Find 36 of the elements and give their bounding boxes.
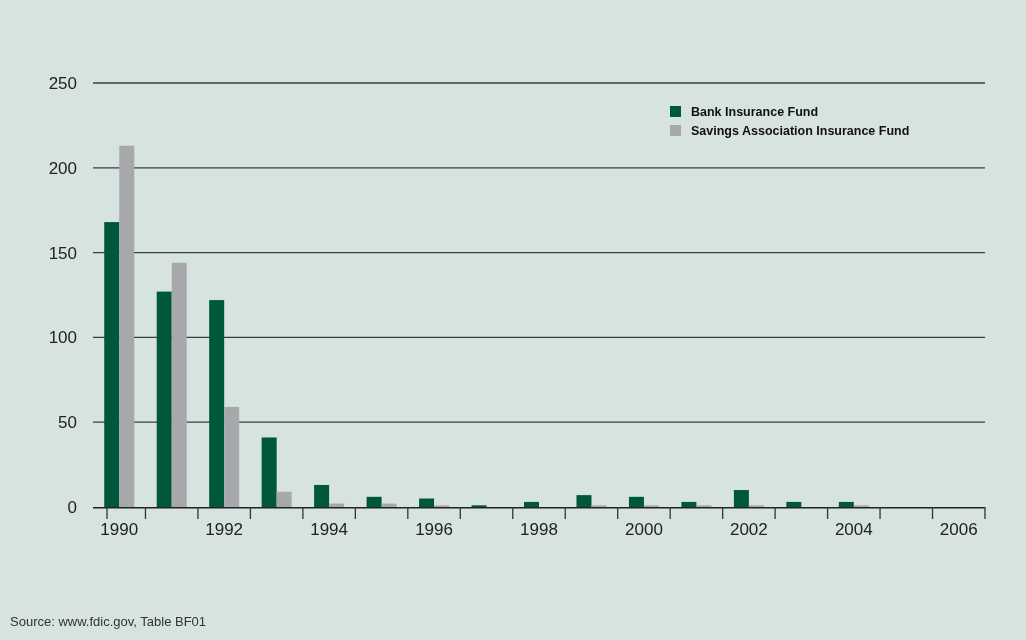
- bar: [261, 437, 277, 507]
- bar: [576, 495, 592, 507]
- bar: [366, 496, 382, 507]
- x-tick-label: 1992: [205, 520, 244, 539]
- bar: [104, 222, 120, 507]
- x-tick-label: 2000: [625, 520, 663, 539]
- bar: [681, 501, 697, 507]
- bar: [276, 491, 292, 507]
- bar: [628, 496, 644, 507]
- y-tick-label: 150: [48, 243, 77, 263]
- legend-label: Savings Association Insurance Fund: [691, 124, 910, 138]
- x-tick-label: 2002: [729, 520, 768, 539]
- bar: [171, 262, 187, 507]
- y-tick-label: 0: [67, 498, 77, 517]
- bar: [224, 406, 240, 507]
- source-note: Source: www.fdic.gov, Table BF01: [10, 614, 207, 629]
- y-tick-label: 50: [58, 413, 77, 433]
- legend-label: Bank Insurance Fund: [691, 105, 819, 119]
- y-tick-label: 100: [48, 328, 77, 348]
- x-tick-label: 1994: [310, 520, 349, 539]
- x-tick-label: 1990: [100, 520, 139, 539]
- x-tick-label: 1998: [520, 520, 558, 539]
- bar: [419, 498, 435, 507]
- x-tick-label: 1996: [415, 520, 453, 539]
- y-tick-label: 250: [48, 74, 77, 93]
- bar: [838, 501, 854, 507]
- bar: [314, 484, 330, 507]
- bar: [524, 501, 539, 507]
- bar: [119, 145, 135, 507]
- bar: [156, 291, 172, 507]
- y-tick-label: 200: [48, 158, 77, 178]
- bar: [733, 490, 749, 507]
- x-tick-label: 2006: [939, 520, 978, 539]
- bar: [786, 501, 802, 507]
- x-tick-label: 2004: [834, 520, 873, 539]
- bar: [209, 300, 225, 507]
